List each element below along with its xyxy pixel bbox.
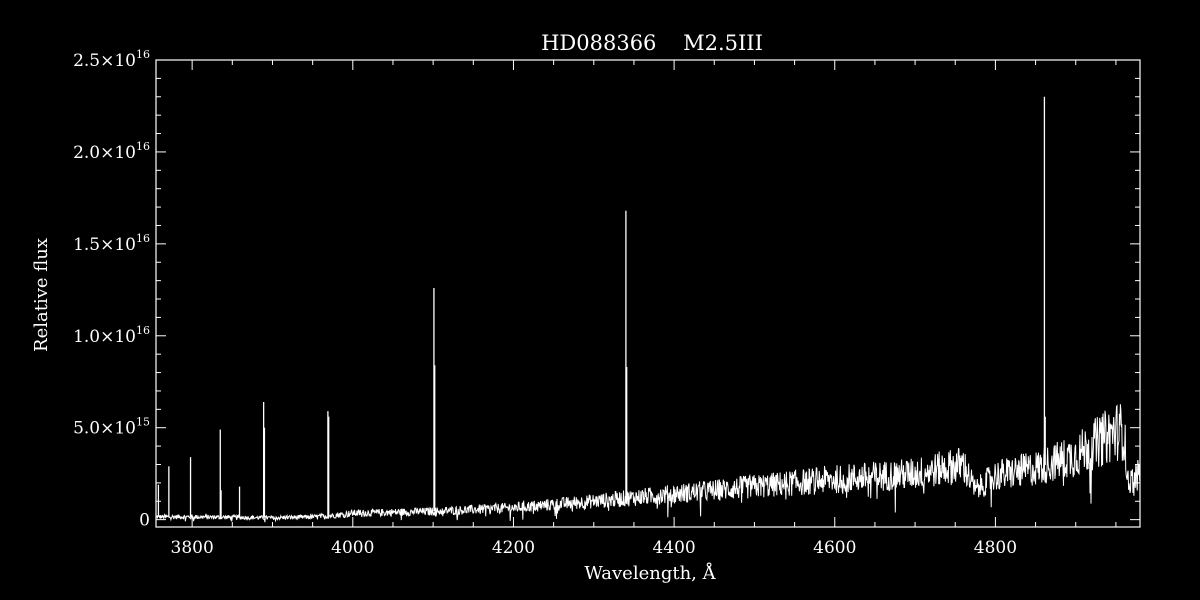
y-tick-label-1: 5.0×1015 xyxy=(73,416,150,439)
y-tick-label-5: 2.5×1016 xyxy=(73,48,150,71)
spectrum-line xyxy=(155,404,1141,523)
y-axis-title: Relative flux xyxy=(31,238,52,352)
y-tick-label-3: 1.5×1016 xyxy=(73,232,150,255)
chart-title: HD088366 M2.5III xyxy=(541,31,763,55)
x-tick-label-4000: 4000 xyxy=(331,538,374,558)
x-tick-label-4800: 4800 xyxy=(974,538,1017,558)
x-axis-title: Wavelength, Å xyxy=(584,562,716,584)
x-tick-label-4400: 4400 xyxy=(652,538,695,558)
x-tick-label-4600: 4600 xyxy=(813,538,856,558)
y-tick-label-4: 2.0×1016 xyxy=(73,140,150,163)
x-tick-label-3800: 3800 xyxy=(171,538,214,558)
spectrum-layer xyxy=(155,96,1141,523)
plot-frame xyxy=(155,59,1141,528)
x-tick-label-4200: 4200 xyxy=(492,538,535,558)
axes-layer: 3800 4000 4200 4400 4600 4800 0 5.0×1015 1.0×101… xyxy=(73,48,1141,558)
y-tick-label-0: 0 xyxy=(139,511,150,531)
y-tick-label-2: 1.0×1016 xyxy=(73,324,150,347)
